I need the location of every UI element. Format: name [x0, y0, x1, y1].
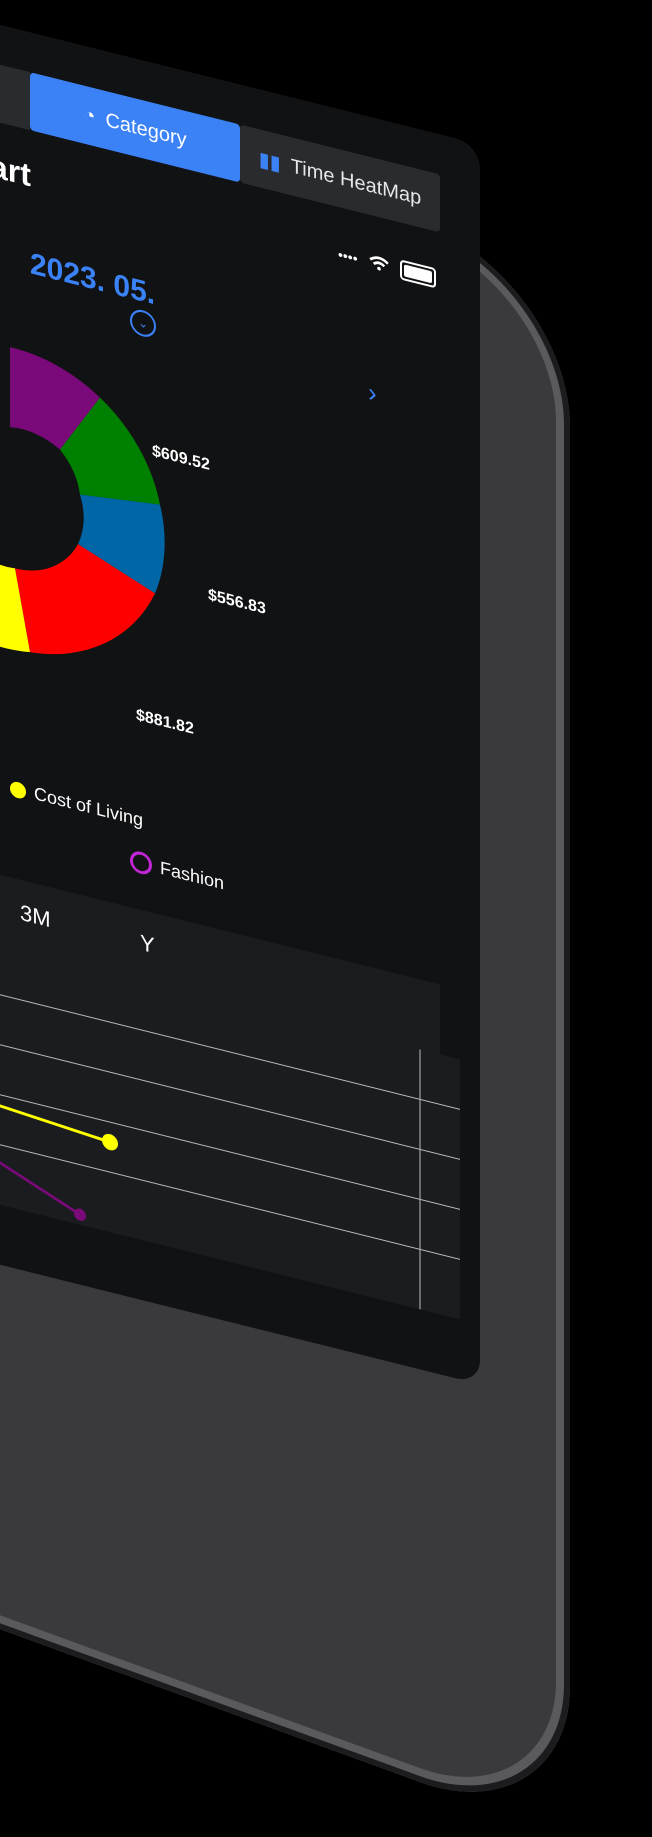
battery-icon	[399, 259, 436, 289]
legend-cost-of-living: Cost of Living	[10, 777, 143, 831]
tab-time-heatmap[interactable]: ▮▮ Time HeatMap	[240, 124, 440, 233]
legend-cost-of-living-label: Cost of Living	[34, 783, 144, 831]
grid-icon: ▮▮	[258, 147, 281, 176]
legend-fashion-label: Fashion	[160, 857, 225, 894]
period-year[interactable]: Y	[140, 929, 155, 959]
legend-fashion: Fashion	[130, 849, 224, 894]
segment-left[interactable]	[0, 22, 30, 131]
yellow-dot-icon	[10, 779, 26, 800]
chevron-right-icon[interactable]: ›	[368, 376, 377, 409]
period-3m[interactable]: 3M	[20, 899, 51, 933]
signal-icon: ••••	[338, 245, 358, 267]
value-label-blue: $556.83	[208, 586, 266, 618]
donut-chart	[0, 347, 165, 655]
page-title: art	[0, 147, 31, 194]
tab-category-label: Category	[105, 108, 187, 151]
wifi-icon	[368, 256, 389, 271]
line-chart	[0, 909, 460, 1320]
top-segment-control: ◔ Category ▮▮ Time HeatMap	[0, 22, 450, 237]
app-screen: ◔ Category ▮▮ Time HeatMap •••• art 2023…	[0, 0, 480, 1384]
tab-heatmap-label: Time HeatMap	[290, 154, 422, 210]
calendar-icon[interactable]: ⌄	[130, 307, 156, 340]
value-label-red: $881.82	[136, 706, 194, 739]
date-selector[interactable]: 2023. 05.	[30, 247, 156, 312]
fashion-icon	[130, 849, 152, 877]
chart-point	[102, 1133, 118, 1151]
pie-icon: ◔	[83, 102, 96, 128]
status-bar: ••••	[338, 244, 436, 289]
tab-category[interactable]: ◔ Category	[30, 72, 240, 183]
